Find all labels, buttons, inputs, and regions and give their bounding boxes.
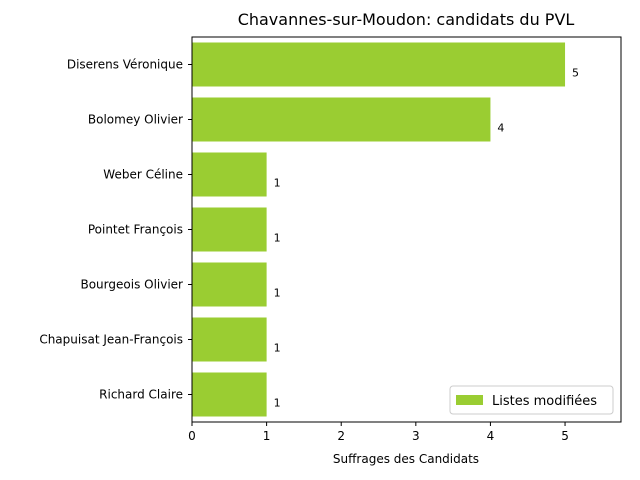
data-label-1: 5 bbox=[572, 67, 579, 80]
data-label-7: 1 bbox=[274, 397, 281, 410]
legend: Listes modifiées bbox=[450, 386, 613, 414]
y-ticks-group: Diserens Véronique Bolomey Olivier Weber C… bbox=[39, 58, 192, 402]
x-tick-label-4: 4 bbox=[487, 429, 495, 443]
bar-2 bbox=[192, 98, 490, 142]
data-label-5: 1 bbox=[274, 287, 281, 300]
x-tick-label-1: 1 bbox=[263, 429, 271, 443]
bar-4 bbox=[192, 208, 267, 252]
x-axis-label: Suffrages des Candidats bbox=[333, 452, 479, 466]
data-label-4: 1 bbox=[274, 232, 281, 245]
bar-6 bbox=[192, 318, 267, 362]
y-tick-label-3: Weber Céline bbox=[103, 168, 183, 182]
y-tick-label-4: Pointet François bbox=[88, 223, 183, 237]
y-tick-label-5: Bourgeois Olivier bbox=[80, 278, 183, 292]
legend-label: Listes modifiées bbox=[492, 394, 597, 409]
data-label-6: 1 bbox=[274, 342, 281, 355]
y-tick-label-1: Diserens Véronique bbox=[67, 58, 183, 72]
legend-swatch bbox=[456, 395, 483, 405]
bar-3 bbox=[192, 153, 267, 197]
bar-7 bbox=[192, 373, 267, 417]
x-tick-label-2: 2 bbox=[337, 429, 345, 443]
bars-group bbox=[192, 43, 565, 417]
data-label-3: 1 bbox=[274, 177, 281, 190]
x-tick-label-0: 0 bbox=[188, 429, 196, 443]
y-tick-label-2: Bolomey Olivier bbox=[88, 113, 183, 127]
data-label-2: 4 bbox=[497, 122, 504, 135]
y-tick-label-6: Chapuisat Jean-François bbox=[39, 333, 183, 347]
x-tick-label-3: 3 bbox=[412, 429, 420, 443]
y-tick-label-7: Richard Claire bbox=[99, 388, 183, 402]
chart-title: Chavannes-sur-Moudon: candidats du PVL bbox=[238, 10, 575, 29]
bar-5 bbox=[192, 263, 267, 307]
x-ticks-group: 0 1 2 3 4 5 bbox=[188, 422, 569, 443]
x-tick-label-5: 5 bbox=[561, 429, 569, 443]
bar-1 bbox=[192, 43, 565, 87]
